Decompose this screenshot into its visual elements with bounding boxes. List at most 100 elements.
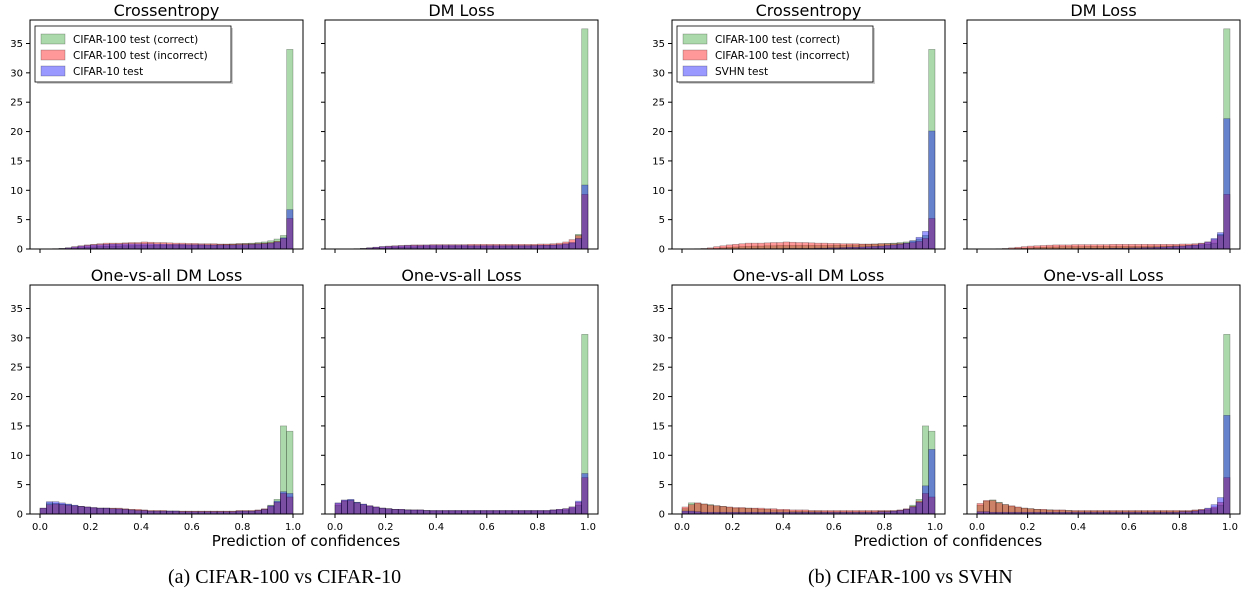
- histogram-bar: [429, 510, 437, 515]
- y-tick-label: 5: [659, 215, 665, 226]
- histogram-bar: [738, 243, 746, 250]
- histogram-bar: [159, 243, 167, 250]
- histogram-bar: [732, 244, 740, 250]
- histogram-bar: [795, 242, 803, 250]
- axes-frame: [671, 284, 946, 515]
- histogram-bar: [128, 509, 136, 515]
- y-tick-label: 5: [17, 215, 23, 226]
- x-tick-label: 1.0: [285, 522, 301, 533]
- histogram-bar: [896, 510, 904, 515]
- histogram-bar: [359, 503, 367, 515]
- histogram-bar: [511, 245, 519, 250]
- histogram-bar: [454, 510, 462, 515]
- subplot-title: One-vs-all Loss: [401, 266, 521, 285]
- histogram-bar: [223, 244, 231, 250]
- histogram-bar: [273, 241, 281, 250]
- histogram-bar: [121, 243, 129, 250]
- caption-b: (b) CIFAR-100 vs SVHN: [808, 566, 1013, 588]
- histogram-bar: [197, 244, 205, 250]
- y-tick-label: 30: [652, 333, 665, 344]
- histogram-bar: [442, 244, 450, 250]
- histogram-bar: [909, 506, 917, 515]
- histogram-bar: [52, 501, 60, 515]
- y-tick-label: 25: [652, 98, 665, 109]
- figure-canvas: Prediction of confidences Prediction of …: [10, 1, 1241, 550]
- histogram-bar: [575, 500, 582, 515]
- histogram-bar: [511, 510, 519, 515]
- histogram-bar: [140, 510, 148, 515]
- histogram-bar: [210, 244, 218, 250]
- histogram-bar: [903, 242, 911, 250]
- histogram-bar: [404, 509, 412, 515]
- histogram-bar: [1052, 244, 1060, 250]
- histogram-bar: [915, 501, 923, 515]
- histogram-bar: [385, 508, 393, 515]
- y-tick-label: 5: [17, 480, 23, 491]
- axes-frame: [324, 284, 599, 515]
- histogram-bar: [454, 244, 462, 250]
- legend-box: [676, 25, 874, 83]
- histogram-bar: [90, 507, 98, 515]
- y-tick-label: 20: [10, 127, 23, 138]
- x-tick-label: 0.2: [378, 522, 394, 533]
- histogram-bar: [549, 244, 557, 250]
- histogram-bar: [1210, 238, 1218, 250]
- x-tick-label: 0.4: [428, 522, 444, 533]
- y-tick-label: 15: [652, 156, 665, 167]
- x-tick-label: 1.0: [927, 522, 943, 533]
- legend-label: CIFAR-100 test (correct): [715, 34, 840, 46]
- y-tick-label: 15: [10, 156, 23, 167]
- histogram-bar: [65, 503, 72, 515]
- subplot-title: Crossentropy: [756, 1, 862, 20]
- legend-label: CIFAR-100 test (correct): [73, 34, 198, 46]
- x-tick-label: 0.8: [234, 522, 250, 533]
- legend-swatch: [40, 33, 66, 45]
- legend-swatch: [682, 33, 708, 45]
- histogram-bar: [903, 508, 911, 515]
- legend: CIFAR-100 test (correct) CIFAR-100 test (…: [34, 25, 233, 84]
- histogram-bar: [366, 505, 374, 515]
- histogram-bar: [347, 499, 355, 515]
- histogram-bar: [524, 245, 532, 250]
- y-tick-label: 30: [10, 333, 23, 344]
- y-tick-label: 10: [10, 451, 23, 462]
- x-tick-label: 0.4: [775, 522, 791, 533]
- histogram-bar: [575, 238, 582, 250]
- histogram-bar: [273, 500, 281, 515]
- histogram-bar: [1198, 243, 1206, 250]
- histogram-bar: [549, 509, 557, 515]
- subplot-title: DM Loss: [1070, 1, 1136, 20]
- histogram-bar: [530, 245, 538, 250]
- histogram-bar: [890, 244, 898, 250]
- histogram-bar: [378, 507, 386, 515]
- histogram-bar: [372, 506, 380, 515]
- y-tick-label: 35: [10, 304, 23, 315]
- histogram-bar: [102, 244, 110, 250]
- subplot-6: One-vs-all DM Loss 0 5 10 15 20 25 30 35 0.0 0.2 0.…: [652, 266, 946, 533]
- y-tick-label: 20: [652, 127, 665, 138]
- histogram-bar: [410, 509, 418, 515]
- histogram-bar: [185, 244, 193, 250]
- axes-frame: [966, 19, 1241, 250]
- histogram-bar: [1185, 245, 1193, 250]
- histogram-bar: [286, 209, 294, 250]
- histogram-bar: [486, 510, 494, 515]
- histogram-bar: [90, 244, 98, 250]
- histogram-bar: [744, 242, 752, 250]
- histogram-bar: [1058, 244, 1066, 250]
- histogram-bar: [39, 507, 47, 515]
- histogram-bar: [191, 244, 199, 250]
- histogram-bar: [562, 508, 570, 515]
- histogram-bar: [435, 244, 443, 250]
- histogram-bar: [172, 244, 180, 250]
- histogram-bar: [473, 245, 481, 250]
- x-axis-label-a: Prediction of confidences: [212, 532, 401, 550]
- histogram-bar: [96, 507, 104, 515]
- histogram-bar: [109, 243, 117, 250]
- x-tick-label: 0.6: [1121, 522, 1137, 533]
- histogram-bar: [115, 508, 123, 515]
- histogram-bar: [1217, 497, 1224, 515]
- histogram-bar: [518, 510, 526, 515]
- x-tick-label: 0.0: [969, 522, 985, 533]
- x-tick-label: 0.2: [725, 522, 741, 533]
